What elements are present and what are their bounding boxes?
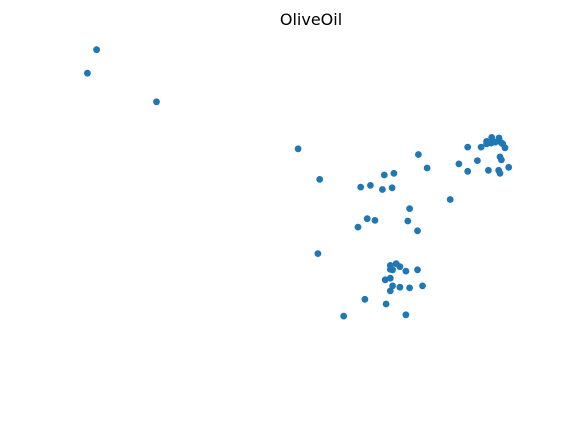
scatter-point <box>379 186 386 193</box>
scatter-point <box>415 151 422 158</box>
scatter-point <box>367 182 374 189</box>
scatter-point <box>424 165 431 172</box>
scatter-point <box>403 268 410 275</box>
scatter-point <box>397 263 404 270</box>
scatter-point <box>505 164 512 171</box>
scatter-point <box>406 205 413 212</box>
scatter-point <box>362 296 369 303</box>
scatter-point <box>502 144 509 151</box>
scatter-point <box>403 311 410 318</box>
scatter-point <box>372 217 379 224</box>
scatter-point <box>364 215 371 222</box>
scatter-point <box>497 170 504 177</box>
scatter-point <box>397 284 404 291</box>
scatter-point <box>474 157 481 164</box>
scatter-point <box>389 184 396 191</box>
scatter-point <box>419 283 426 290</box>
scatter-point <box>84 70 91 77</box>
scatter-points <box>84 46 512 319</box>
scatter-point <box>404 218 411 225</box>
scatter-point <box>391 170 398 177</box>
scatter-point <box>381 172 388 179</box>
scatter-point <box>153 98 160 105</box>
scatter-point <box>498 157 505 164</box>
scatter-point <box>406 285 413 292</box>
scatter-point <box>447 196 454 203</box>
scatter-point <box>464 144 471 151</box>
scatter-point <box>389 266 396 273</box>
scatter-point <box>315 250 322 257</box>
scatter-point <box>414 227 421 234</box>
scatter-point <box>355 224 362 231</box>
chart-title: OliveOil <box>280 10 342 29</box>
scatter-point <box>340 313 347 320</box>
scatter-point <box>387 288 394 295</box>
scatter-point <box>316 176 323 183</box>
scatter-point <box>383 301 390 308</box>
scatter-point <box>93 46 100 53</box>
scatter-point <box>387 275 394 282</box>
scatter-point <box>456 161 463 168</box>
scatter-point <box>485 167 492 174</box>
scatter-point <box>464 168 471 175</box>
scatter-point <box>414 266 421 273</box>
scatter-point <box>295 145 302 152</box>
scatter-point <box>357 184 364 191</box>
